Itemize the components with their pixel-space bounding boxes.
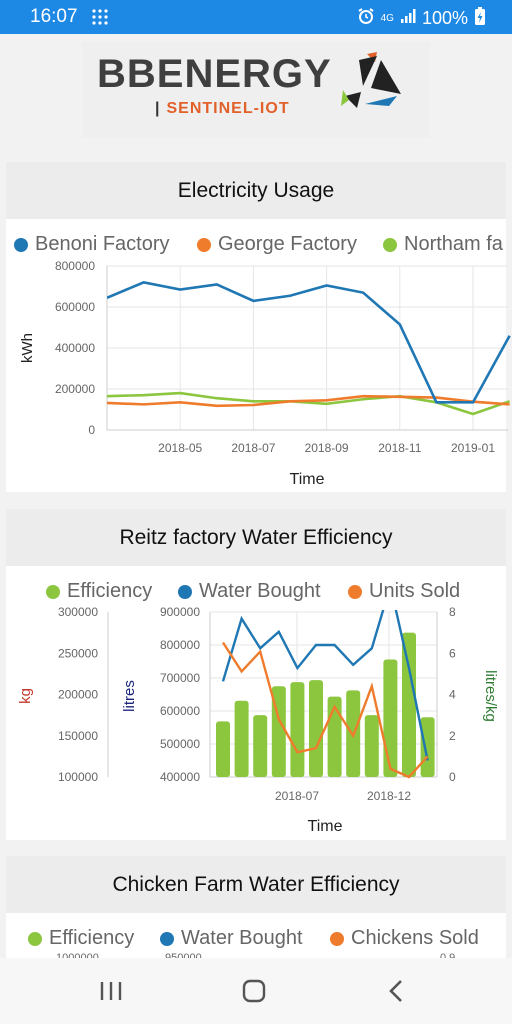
right-y-tick-label: 8 (449, 605, 456, 619)
y-tick-label: 600000 (160, 704, 200, 718)
legend-label: Water Bought (199, 580, 321, 602)
right-y-tick-label: 0 (449, 770, 456, 784)
y-tick-label: 500000 (160, 737, 200, 751)
y-tick-label: 800000 (160, 638, 200, 652)
chicken-card-title: Chicken Farm Water Efficiency (6, 856, 506, 913)
y-tick-label: 200000 (55, 382, 95, 396)
x-tick-label: 2018-11 (378, 441, 421, 455)
chicken-left-tick: 950000 (165, 952, 202, 962)
y-tick-label: 600000 (55, 300, 95, 314)
legend-label: George Factory (218, 233, 357, 255)
right-y-tick-label: 2 (449, 729, 456, 743)
x-axis-label: Time (290, 471, 325, 488)
legend-item-units-sold[interactable]: Units Sold (348, 580, 460, 603)
units-sold-line (221, 641, 429, 779)
reitz-water-card: Reitz factory Water Efficiency (6, 509, 506, 840)
x-tick-label: 2018-09 (305, 441, 349, 455)
legend-label: Efficiency (49, 927, 135, 949)
y-axis-label: kWh (19, 333, 36, 363)
y-tick-label: 400000 (55, 341, 95, 355)
brand-logo: BBENERGY | SENTINEL-IOT (82, 42, 430, 138)
x-tick-label: 2018-07 (275, 789, 319, 803)
x-axis-label: Time (308, 818, 343, 835)
efficiency-bar (364, 715, 379, 777)
android-nav-bar (0, 958, 512, 1024)
legend-item-efficiency[interactable]: Efficiency (28, 927, 134, 950)
logo-brand-text: BBENERGY (97, 52, 332, 96)
chicken-farm-card: Chicken Farm Water Efficiency (6, 856, 506, 966)
logo-sub-label: SENTINEL-IOT (166, 100, 290, 117)
legend-label: Units Sold (369, 580, 461, 602)
legend-label: Northam fa (404, 233, 503, 255)
y-axis-label: litres (121, 680, 138, 712)
y-tick-label: 900000 (160, 605, 200, 619)
outer-y-tick-label: 200000 (58, 688, 98, 702)
efficiency-bar (402, 632, 416, 777)
legend-label: Chickens Sold (351, 927, 479, 949)
right-y-axis-label: litres/kg (482, 670, 499, 722)
chicken-legend: Efficiency Water Bought Chickens Sold (0, 923, 512, 953)
reitz-card-title: Reitz factory Water Efficiency (6, 509, 506, 566)
series-line (107, 391, 511, 416)
legend-item-george[interactable]: George Factory (197, 233, 357, 256)
y-tick-label: 700000 (160, 671, 200, 685)
electricity-usage-card: Electricity Usage (6, 162, 506, 492)
right-y-tick-label: 4 (449, 688, 456, 702)
x-tick-label: 2018-05 (158, 441, 202, 455)
efficiency-bar (383, 659, 398, 777)
app-grid-icon (91, 8, 109, 31)
efficiency-bar (253, 715, 268, 777)
outer-y-tick-label: 250000 (58, 646, 98, 660)
y-tick-label: 0 (88, 423, 95, 437)
status-bar: 16:07 4G 100% (0, 0, 512, 34)
logo-mark-icon (341, 52, 401, 108)
electricity-legend: Benoni Factory George Factory Northam fa (0, 229, 512, 259)
reitz-chart: 300000250000200000150000100000kg90000080… (17, 605, 499, 835)
status-time: 16:07 (30, 6, 78, 27)
x-tick-label: 2018-12 (367, 789, 411, 803)
right-y-tick-label: 6 (449, 646, 456, 660)
y-tick-label: 400000 (160, 770, 200, 784)
recent-apps-button[interactable] (98, 979, 124, 1003)
network-type: 4G (380, 13, 394, 24)
efficiency-bar (309, 680, 323, 777)
legend-label: Benoni Factory (35, 233, 170, 255)
legend-item-benoni[interactable]: Benoni Factory (14, 233, 170, 256)
home-button[interactable] (241, 978, 267, 1004)
chicken-right-tick: 0.9 (440, 952, 455, 962)
efficiency-bar (234, 700, 249, 777)
water-bought-line (221, 610, 429, 761)
electricity-card-title: Electricity Usage (6, 162, 506, 219)
outer-y-tick-label: 100000 (58, 770, 98, 784)
battery-percent: 100% (421, 8, 468, 28)
x-tick-label: 2019-01 (451, 441, 495, 455)
efficiency-bar (420, 717, 435, 777)
chicken-chart-partial: 1000000 950000 0.9 (56, 952, 455, 962)
logo-sub-text: | SENTINEL-IOT (155, 100, 290, 117)
x-tick-label: 2018-07 (231, 441, 275, 455)
signal-icon (400, 8, 416, 29)
legend-label: Water Bought (181, 927, 303, 949)
legend-item-water-bought[interactable]: Water Bought (178, 580, 321, 603)
legend-label: Efficiency (67, 580, 153, 602)
legend-item-water-bought[interactable]: Water Bought (160, 927, 303, 950)
efficiency-bar (290, 682, 305, 777)
battery-charging-icon (474, 6, 486, 31)
back-button[interactable] (386, 978, 406, 1004)
legend-item-chickens-sold[interactable]: Chickens Sold (330, 927, 479, 950)
outer-y-tick-label: 150000 (58, 729, 98, 743)
legend-item-efficiency[interactable]: Efficiency (46, 580, 152, 603)
reitz-legend: Efficiency Water Bought Units Sold (0, 576, 512, 606)
series-line (107, 281, 511, 404)
outer-y-axis-label: kg (17, 688, 34, 704)
series-line (107, 394, 510, 408)
outer-y-tick-label: 300000 (58, 605, 98, 619)
y-tick-label: 800000 (55, 259, 95, 273)
chicken-outer-tick: 1000000 (56, 952, 99, 962)
efficiency-bar (216, 721, 230, 777)
electricity-chart: 800000 600000 400000 200000 0 2018-05 2018-07 2… (19, 259, 511, 488)
legend-item-northam[interactable]: Northam fa (383, 233, 503, 256)
alarm-icon (357, 7, 375, 30)
